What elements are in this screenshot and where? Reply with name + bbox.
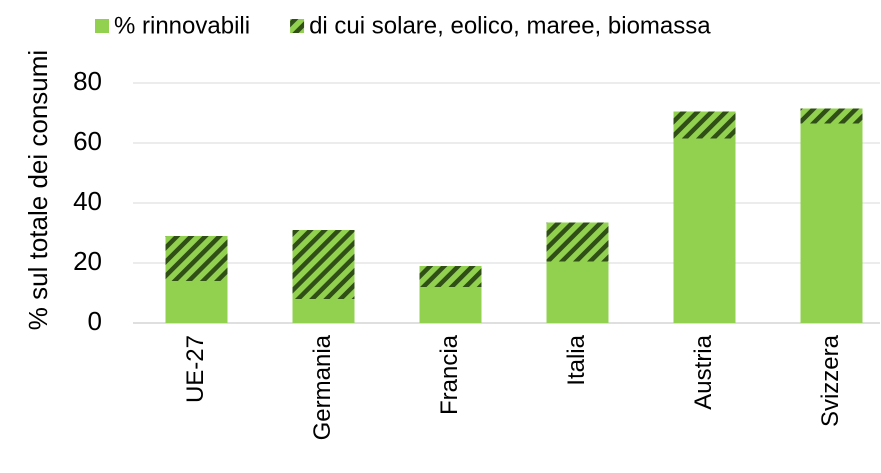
bar-segment [292, 299, 355, 323]
x-tick-label: Germania [309, 334, 336, 440]
bar-segment [419, 266, 482, 287]
x-tick-label: Austria [690, 334, 717, 409]
legend-swatch [290, 19, 305, 33]
x-tick-label: Francia [436, 334, 463, 415]
bar-segment [546, 222, 609, 262]
bar-segment [165, 236, 228, 281]
y-tick-label: 0 [88, 306, 102, 336]
bar-segment [292, 230, 355, 299]
y-tick-label: 80 [73, 66, 102, 96]
y-tick-label: 40 [73, 186, 102, 216]
legend-label: di cui solare, eolico, maree, biomassa [309, 12, 711, 39]
bar-segment [673, 111, 736, 139]
legend-label: % rinnovabili [114, 12, 250, 39]
y-axis-label: % sul totale dei consumi [23, 50, 53, 330]
y-tick-label: 20 [73, 246, 102, 276]
legend-swatch [95, 19, 109, 33]
x-tick-label: UE-27 [182, 335, 209, 403]
bar-segment [546, 261, 609, 323]
bar-segment [673, 138, 736, 323]
bar-segment [800, 123, 863, 323]
bar-segment [165, 281, 228, 323]
bar-segment [419, 287, 482, 323]
x-tick-label: Svizzera [817, 334, 844, 427]
bar-segment [800, 108, 863, 124]
y-tick-label: 60 [73, 126, 102, 156]
x-tick-label: Italia [563, 334, 590, 385]
